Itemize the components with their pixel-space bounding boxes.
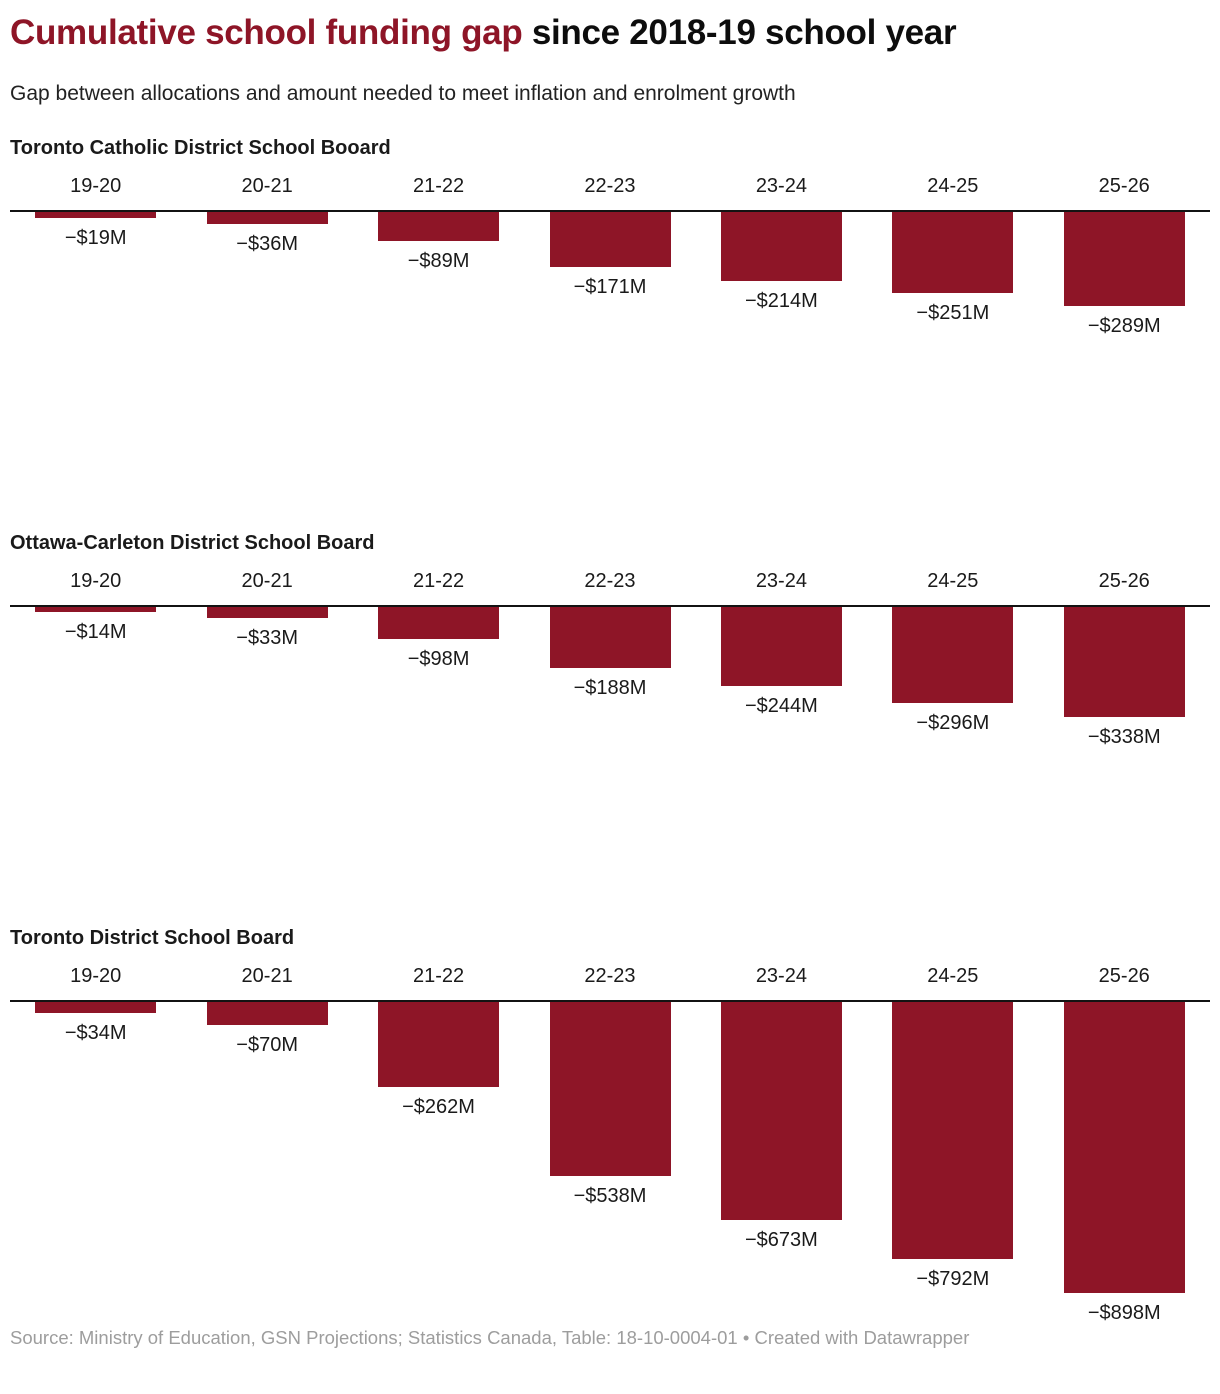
x-tick-label: 23-24 [755,175,807,198]
bar [35,212,157,219]
bar-value-label: −$338M [1087,726,1161,749]
x-tick-label: 22-23 [584,570,636,593]
bar-value-label: −$251M [916,302,990,325]
headline-rest: since 2018-19 school year [522,13,957,52]
x-tick-label: 21-22 [412,965,465,988]
small-multiples: Toronto Catholic District School Booard … [10,137,1210,1324]
bar-value-label: −$19M [64,227,127,250]
bar-value-label: −$33M [236,627,298,650]
bar [35,1002,157,1014]
bar [549,1002,671,1177]
x-tick-label: 21-22 [412,175,465,198]
bar [892,212,1014,294]
bar-value-label: −$98M [407,648,470,671]
x-tick-label: 24-25 [927,570,979,593]
x-tick-label: 22-23 [584,965,636,988]
x-tick-label: 20-21 [241,570,293,593]
bar-value-label: −$214M [744,290,818,313]
bar [720,1002,842,1221]
bar-value-label: −$244M [744,695,818,718]
bar [549,607,671,669]
bar-value-label: −$36M [236,233,298,256]
bar-value-label: −$296M [916,712,990,735]
bar [206,212,328,225]
bar [206,607,328,619]
bar [549,212,671,268]
x-tick-label: 19-20 [70,965,122,988]
x-tick-label: 25-26 [1098,965,1150,988]
chart-headline: Cumulative school funding gap since 2018… [10,10,1210,56]
chart-section-title: Ottawa-Carleton District School Board [10,532,375,555]
bar-value-label: −$289M [1087,315,1161,338]
bar-value-label: −$89M [407,250,470,273]
bar [720,607,842,687]
bar [1063,1002,1185,1294]
x-tick-label: 24-25 [927,965,979,988]
x-axis-labels: 19-20 20-21 21-22 22-23 23-24 24-25 25-26 [10,964,1210,988]
bar-chart-section: Toronto Catholic District School Booard … [10,137,1210,502]
bar [720,212,842,282]
bar-value-label: −$70M [236,1034,298,1057]
bar-value-label: −$14M [64,621,127,644]
plot-area: −$14M −$33M −$98M −$188M −$244M −$296M −$338M [10,605,1210,897]
bar [35,607,157,613]
plot-area: −$34M −$70M −$262M −$538M −$673M −$792M −$898M [10,1000,1210,1324]
bar-value-label: −$792M [916,1268,990,1291]
x-tick-label: 25-26 [1098,175,1150,198]
bar [378,607,500,640]
x-tick-label: 24-25 [927,175,979,198]
chart-section-title: Toronto District School Board [10,927,295,950]
bar-value-label: −$171M [573,276,647,299]
source-line: Source: Ministry of Education, GSN Proje… [10,1327,970,1349]
bar [1063,607,1185,718]
bar-value-label: −$538M [573,1185,647,1208]
plot-area: −$19M −$36M −$89M −$171M −$214M −$251M −$289M [10,210,1210,502]
bar [378,212,500,242]
bar-value-label: −$262M [402,1096,475,1119]
x-axis-labels: 19-20 20-21 21-22 22-23 23-24 24-25 25-26 [10,569,1210,593]
x-tick-label: 21-22 [412,570,465,593]
bar [892,1002,1014,1260]
x-tick-label: 23-24 [755,570,807,593]
bar-value-label: −$34M [64,1022,127,1045]
x-tick-label: 19-20 [70,570,122,593]
bar-chart-section: Ottawa-Carleton District School Board 19… [10,532,1210,897]
bar [892,607,1014,704]
x-tick-label: 22-23 [584,175,636,198]
x-tick-label: 23-24 [755,965,807,988]
chart-section-title: Toronto Catholic District School Booard [10,137,391,160]
bar-value-label: −$898M [1087,1302,1161,1325]
headline-highlight: Cumulative school funding gap [10,13,523,52]
chart-subtitle: Gap between allocations and amount neede… [10,82,796,106]
bar-value-label: −$673M [744,1229,818,1252]
x-tick-label: 19-20 [70,175,122,198]
bar-chart-section: Toronto District School Board 19-20 20-21… [10,927,1210,1324]
x-tick-label: 20-21 [241,175,293,198]
bar-value-label: −$188M [573,677,647,700]
x-axis-labels: 19-20 20-21 21-22 22-23 23-24 24-25 25-26 [10,174,1210,198]
bar [378,1002,500,1088]
bar [206,1002,328,1026]
bar [1063,212,1185,307]
x-tick-label: 25-26 [1098,570,1150,593]
x-tick-label: 20-21 [241,965,293,988]
